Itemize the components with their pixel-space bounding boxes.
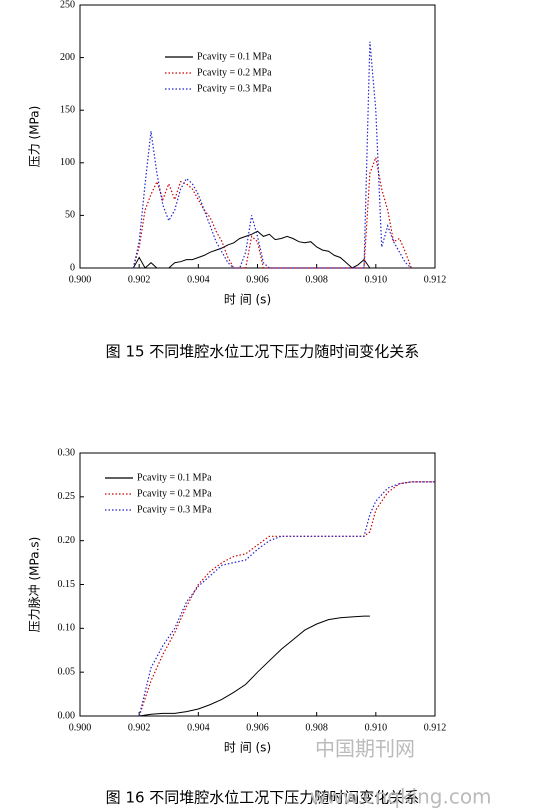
series-line <box>132 41 412 269</box>
series-line <box>139 615 370 717</box>
y-tick-label: 0.15 <box>58 579 76 590</box>
x-axis-label: 时 间 (s) <box>224 741 271 755</box>
y-axis-label: 压力 (MPa) <box>28 106 42 168</box>
x-axis-label: 时 间 (s) <box>224 293 271 307</box>
y-tick-label: 150 <box>60 104 75 115</box>
series-line <box>132 230 371 269</box>
y-tick-label: 0.10 <box>58 623 76 634</box>
x-tick-label: 0.910 <box>365 722 388 733</box>
y-tick-label: 250 <box>60 0 75 10</box>
y-tick-label: 0.00 <box>58 710 76 721</box>
y-tick-label: 100 <box>60 157 75 168</box>
x-tick-label: 0.900 <box>69 722 92 733</box>
x-tick-label: 0.904 <box>187 274 210 285</box>
y-tick-label: 0.05 <box>58 666 76 677</box>
x-tick-label: 0.906 <box>246 274 269 285</box>
legend-label: Pcavity = 0.1 MPa <box>137 472 212 483</box>
plot-frame <box>79 4 436 269</box>
legend-label: Pcavity = 0.1 MPa <box>197 51 272 62</box>
figure-caption: 图 16 不同堆腔水位工况下压力随时间变化关系 <box>106 789 420 807</box>
y-axis-label: 压力脉冲 (MPa.s) <box>27 537 42 633</box>
y-tick-label: 0.20 <box>58 535 76 546</box>
x-tick-label: 0.910 <box>365 274 388 285</box>
x-tick-label: 0.902 <box>128 722 151 733</box>
series-line <box>132 155 412 269</box>
x-tick-label: 0.908 <box>305 722 328 733</box>
watermark-url: www.cnqking.com <box>310 785 492 809</box>
y-tick-label: 200 <box>60 52 75 63</box>
series-line <box>138 481 435 717</box>
series-line <box>138 481 435 717</box>
legend-label: Pcavity = 0.3 MPa <box>197 83 272 94</box>
legend-label: Pcavity = 0.3 MPa <box>137 504 212 515</box>
figure-caption: 图 15 不同堆腔水位工况下压力随时间变化关系 <box>106 343 420 361</box>
plot-frame <box>79 452 436 717</box>
x-tick-label: 0.912 <box>424 274 447 285</box>
y-tick-label: 50 <box>65 210 75 221</box>
legend-label: Pcavity = 0.2 MPa <box>137 488 212 499</box>
x-tick-label: 0.906 <box>246 722 269 733</box>
y-tick-label: 0.25 <box>58 491 76 502</box>
x-tick-label: 0.904 <box>187 722 210 733</box>
x-tick-label: 0.912 <box>424 722 447 733</box>
x-tick-label: 0.908 <box>305 274 328 285</box>
y-tick-label: 0 <box>70 262 75 273</box>
x-tick-label: 0.902 <box>128 274 151 285</box>
y-tick-label: 0.30 <box>58 447 76 458</box>
legend-label: Pcavity = 0.2 MPa <box>197 67 272 78</box>
watermark-site: 中国期刊网 <box>315 737 415 761</box>
x-tick-label: 0.900 <box>69 274 92 285</box>
